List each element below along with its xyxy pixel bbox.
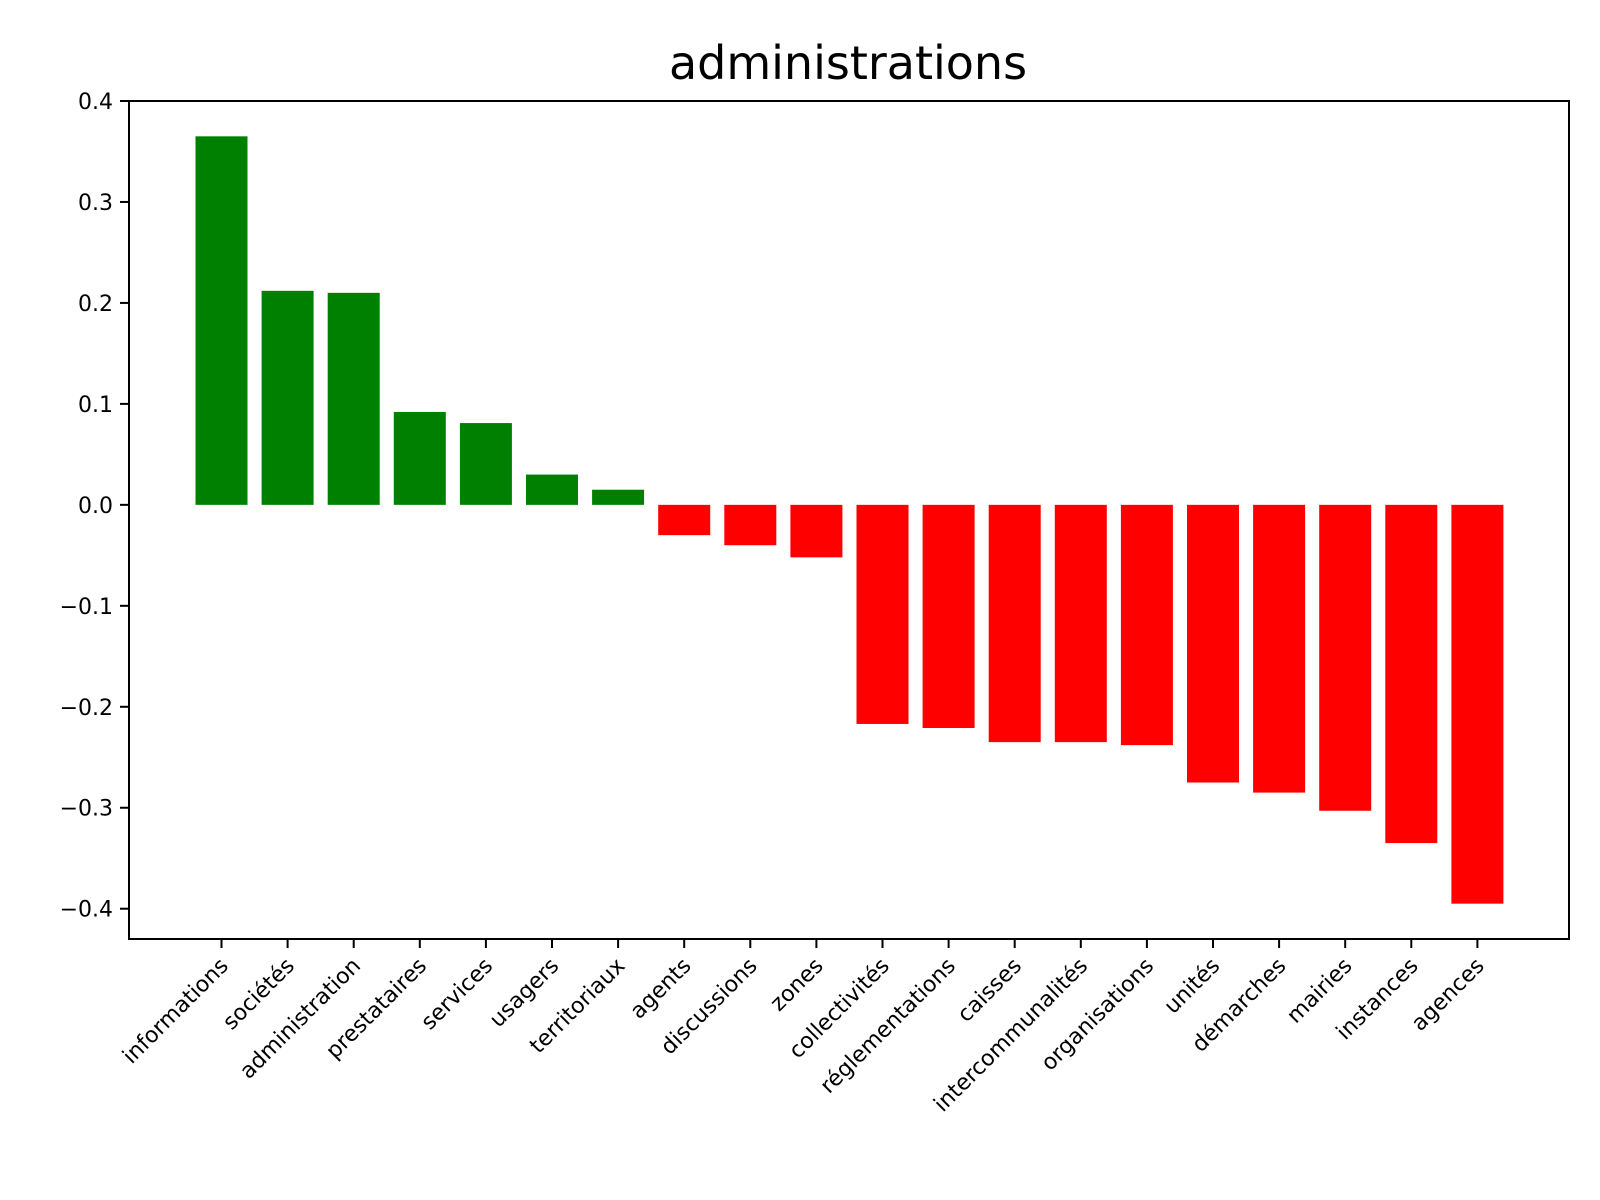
x-tick-label: zones [766, 954, 829, 1017]
x-axis: informationssociétésadministrationpresta… [118, 939, 1490, 1117]
bar-sociétés [261, 290, 314, 505]
bar-prestataires [393, 411, 446, 505]
bar-discussions [724, 504, 777, 546]
y-axis: 0.4 0.3 0.2 0.1 0.0 −0.1 −0.2 −0.3 −0.4 [60, 90, 129, 923]
y-tick-label: 0.4 [78, 90, 113, 115]
bars-group [195, 136, 1504, 904]
bar-agences [1451, 504, 1504, 904]
y-tick-label: 0.0 [78, 494, 113, 519]
x-tick-label: informations [118, 954, 234, 1070]
bar-unités [1187, 504, 1239, 783]
x-tick-label: administration [235, 954, 366, 1085]
x-tick-label: services [417, 954, 499, 1036]
bar-informations [195, 136, 248, 505]
plot-frame [128, 100, 1570, 940]
bar-caisses [988, 504, 1041, 743]
bar-mairies [1319, 504, 1372, 811]
y-tick-label: −0.2 [60, 696, 113, 721]
bar-zones [790, 504, 843, 558]
x-tick-label: organisations [1037, 954, 1159, 1076]
chart-title: administrations [669, 36, 1027, 90]
y-tick-label: −0.3 [60, 797, 113, 822]
x-tick-label: agences [1407, 954, 1490, 1037]
bar-intercommunalités [1054, 504, 1107, 743]
y-tick-label: 0.1 [78, 393, 113, 418]
bar-réglementations [922, 504, 975, 728]
bar-démarches [1253, 504, 1306, 793]
bar-services [459, 423, 512, 505]
bar-organisations [1120, 504, 1173, 746]
bar-usagers [526, 474, 578, 505]
bar-collectivités [856, 504, 909, 724]
y-tick-label: −0.1 [60, 595, 113, 620]
y-tick-label: 0.2 [78, 292, 113, 317]
bar-agents [658, 504, 711, 536]
y-tick-label: −0.4 [60, 898, 113, 923]
x-tick-label: unités [1160, 954, 1225, 1019]
bar-territoriaux [592, 489, 645, 505]
y-tick-label: 0.3 [78, 191, 113, 216]
bar-instances [1385, 504, 1438, 844]
bar-administration [327, 292, 380, 505]
